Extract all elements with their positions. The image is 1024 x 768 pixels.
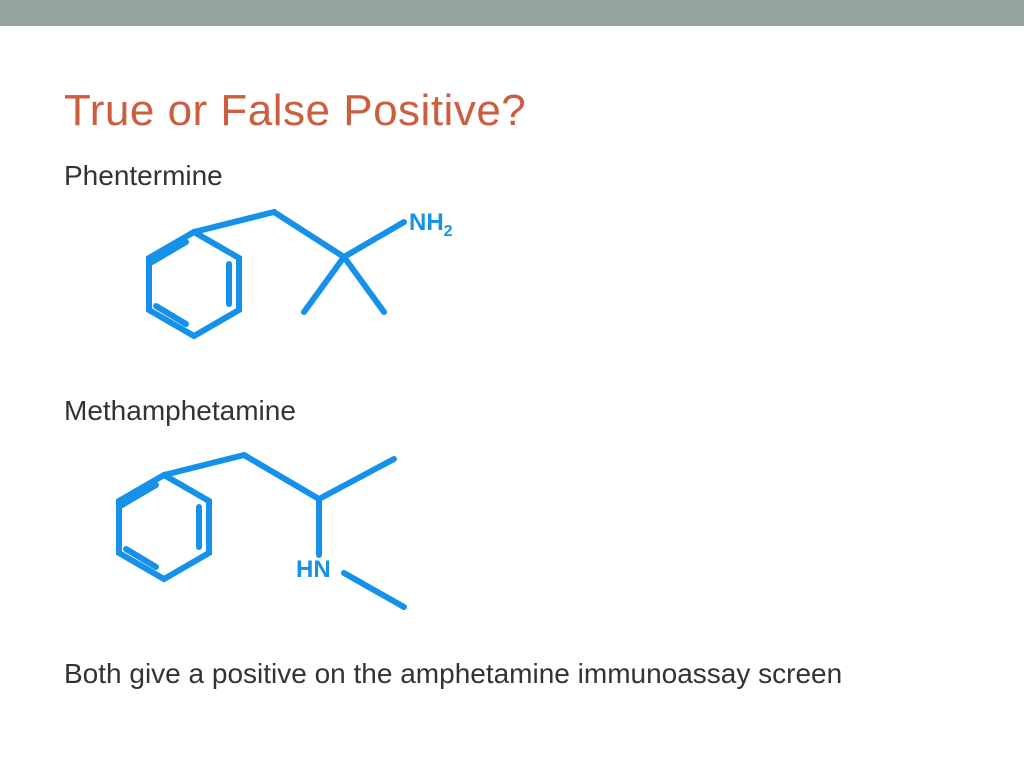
nh2-label: NH xyxy=(409,209,444,236)
top-banner xyxy=(0,0,1024,26)
molecule-2-structure: HN xyxy=(64,437,960,627)
slide-content: True or False Positive? Phentermine xyxy=(0,26,1024,693)
svg-text:NH2: NH2 xyxy=(409,209,453,240)
slide-title: True or False Positive? xyxy=(64,86,960,136)
closing-text: Both give a positive on the amphetamine … xyxy=(64,655,960,693)
molecule-2-label: Methamphetamine xyxy=(64,395,960,427)
molecule-1-label: Phentermine xyxy=(64,160,960,192)
hn-label: HN xyxy=(296,556,331,583)
molecule-1-structure: NH2 xyxy=(64,202,960,377)
